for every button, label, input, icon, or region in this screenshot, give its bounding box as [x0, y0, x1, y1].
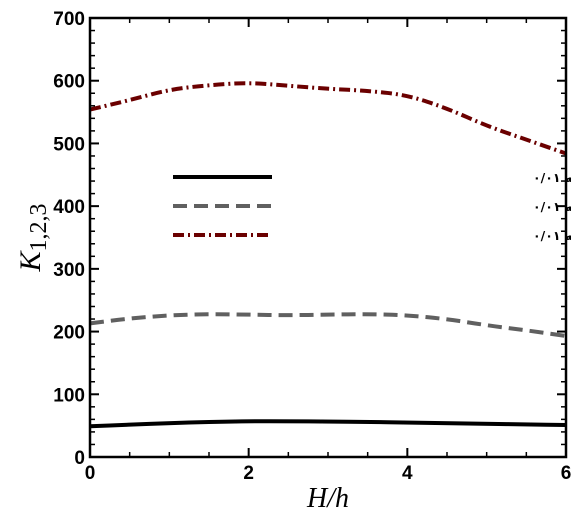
axes: 0 2 4 6 0 100 200 300 400 500 600 700	[53, 9, 571, 484]
y-axis-title: K1,2,3	[14, 203, 52, 272]
x-tick-label: 2	[243, 463, 254, 484]
x-tick-label: 0	[85, 463, 96, 484]
series-line-3	[89, 81, 567, 156]
y-axis-title-main: K	[14, 250, 47, 273]
series-line-1	[89, 419, 567, 429]
legend-label-1: مود اول، غیرخطی، مقدار اولیه ۰/۰۱	[533, 170, 571, 185]
y-tick-label: 600	[53, 72, 85, 93]
legend: مود اول، غیرخطی، مقدار اولیه ۰/۰۱ مود دوم…	[173, 170, 571, 244]
plot-frame	[88, 16, 568, 459]
y-tick-label: 400	[53, 197, 85, 218]
y-tick-label: 500	[53, 134, 85, 155]
legend-label-2: مود دوم، غیرخطی، مقدار اولیه ۰/۰۱	[533, 199, 571, 215]
y-tick-label: 700	[53, 9, 85, 30]
x-axis-title: H/h	[306, 483, 349, 514]
x-tick-label: 4	[402, 463, 413, 484]
legend-label-3: مود سوم، غیرخطی، مقدار اولیه ۰/۰۱	[533, 228, 571, 244]
y-axis-title-subscript: 1,2,3	[26, 203, 52, 251]
y-tick-label: 100	[53, 385, 85, 406]
y-tick-label: 0	[74, 448, 85, 469]
series-line-2	[89, 312, 567, 338]
plot-series	[89, 81, 567, 429]
x-tick-label: 6	[561, 463, 571, 484]
y-tick-label: 300	[53, 260, 85, 281]
y-tick-label: 200	[53, 323, 85, 344]
